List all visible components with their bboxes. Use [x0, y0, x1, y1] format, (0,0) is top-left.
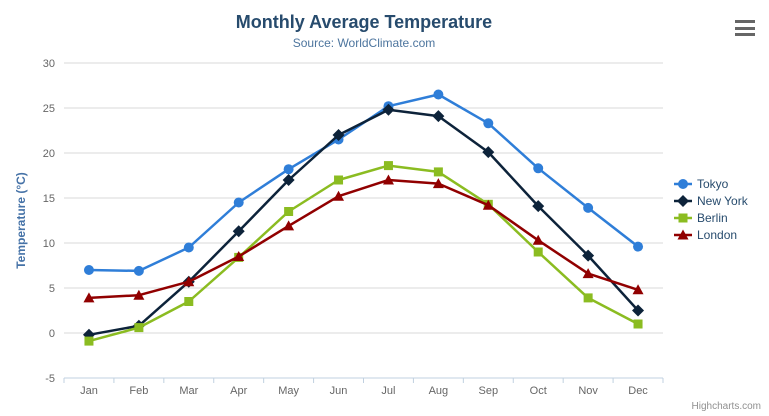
data-point-london-aug[interactable] — [432, 178, 444, 189]
credits-link[interactable]: Highcharts.com — [691, 401, 761, 412]
data-point-new-york-may[interactable] — [282, 174, 295, 186]
data-point-tokyo-mar[interactable] — [183, 242, 194, 253]
data-point-london-jan[interactable] — [83, 292, 95, 303]
data-point-new-york-apr[interactable] — [232, 225, 245, 238]
x-tick-label: Feb — [129, 385, 148, 397]
legend-item-tokyo[interactable]: Tokyo — [674, 177, 748, 191]
legend-label-new-york: New York — [697, 194, 748, 208]
legend-marker-tokyo — [678, 179, 688, 189]
data-point-berlin-dec[interactable] — [633, 319, 643, 329]
data-point-berlin-jul[interactable] — [383, 161, 393, 171]
x-tick-label: Sep — [479, 385, 499, 397]
data-point-tokyo-nov[interactable] — [583, 202, 594, 213]
data-point-berlin-oct[interactable] — [533, 247, 543, 257]
data-point-tokyo-dec[interactable] — [633, 241, 644, 252]
x-tick-label: Jul — [381, 385, 395, 397]
x-tick-label: Jan — [80, 385, 98, 397]
data-point-london-feb[interactable] — [133, 289, 145, 300]
data-point-berlin-aug[interactable] — [433, 167, 443, 177]
x-tick-label: Mar — [179, 385, 198, 397]
data-point-tokyo-feb[interactable] — [133, 265, 144, 276]
x-tick-label: Apr — [230, 385, 247, 397]
data-point-berlin-jun[interactable] — [334, 175, 344, 185]
data-point-berlin-jan[interactable] — [84, 336, 94, 346]
data-point-london-nov[interactable] — [582, 268, 594, 279]
x-tick-label: Aug — [429, 385, 449, 397]
legend-item-berlin[interactable]: Berlin — [674, 211, 748, 225]
legend-item-new-york[interactable]: New York — [674, 194, 748, 208]
legend-label-tokyo: Tokyo — [697, 177, 729, 191]
x-tick-label: May — [278, 385, 299, 397]
y-tick-label: 20 — [43, 148, 55, 160]
y-tick-label: 0 — [49, 328, 55, 340]
data-point-berlin-mar[interactable] — [184, 297, 194, 306]
y-axis-title: Temperature (°C) — [14, 172, 28, 269]
export-menu-button[interactable] — [733, 18, 757, 38]
data-point-tokyo-may[interactable] — [283, 164, 294, 175]
data-point-tokyo-aug[interactable] — [433, 89, 444, 100]
legend-symbol-tokyo — [674, 179, 692, 189]
data-point-tokyo-apr[interactable] — [233, 197, 244, 208]
data-point-london-mar[interactable] — [183, 276, 195, 287]
legend-symbol-new-york — [674, 195, 692, 207]
hamburger-icon — [735, 20, 755, 23]
data-point-london-jul[interactable] — [382, 174, 394, 185]
data-point-new-york-aug[interactable] — [432, 110, 445, 123]
y-tick-label: 5 — [49, 283, 55, 295]
hamburger-icon — [735, 33, 755, 36]
data-point-new-york-jul[interactable] — [382, 103, 395, 116]
data-point-tokyo-sep[interactable] — [483, 118, 494, 129]
data-point-tokyo-jan[interactable] — [83, 265, 94, 275]
legend-marker-berlin — [678, 213, 688, 223]
legend-label-berlin: Berlin — [697, 211, 728, 225]
y-tick-label: 25 — [43, 103, 55, 115]
y-tick-label: 30 — [43, 58, 55, 70]
series-line-new-york — [88, 108, 639, 337]
data-point-london-jun[interactable] — [333, 190, 345, 201]
legend: Tokyo New York Berlin London — [674, 177, 748, 242]
legend-symbol-london — [674, 229, 692, 240]
x-tick-label: Nov — [578, 385, 598, 397]
data-point-london-oct[interactable] — [532, 234, 544, 245]
data-point-berlin-feb[interactable] — [134, 323, 144, 333]
x-tick-label: Oct — [530, 385, 547, 397]
legend-label-london: London — [697, 228, 738, 242]
chart-title: Monthly Average Temperature — [235, 12, 493, 32]
y-tick-label: 10 — [43, 238, 55, 250]
data-point-london-sep[interactable] — [482, 199, 494, 210]
data-point-new-york-jun[interactable] — [332, 129, 345, 141]
data-point-london-dec[interactable] — [632, 284, 644, 295]
series-line-tokyo — [88, 93, 639, 273]
data-point-new-york-dec[interactable] — [632, 304, 645, 317]
x-tick-label: Jun — [330, 385, 348, 397]
legend-symbol-berlin — [674, 213, 692, 223]
data-point-berlin-nov[interactable] — [583, 293, 593, 303]
data-point-berlin-may[interactable] — [284, 207, 294, 216]
y-tick-label: 15 — [43, 193, 55, 205]
data-point-london-apr[interactable] — [233, 251, 245, 261]
data-point-new-york-sep[interactable] — [482, 146, 495, 159]
legend-item-london[interactable]: London — [674, 228, 748, 242]
chart-subtitle: Source: WorldClimate.com — [292, 36, 436, 50]
data-point-new-york-oct[interactable] — [532, 200, 545, 213]
x-tick-label: Dec — [628, 385, 648, 397]
legend-marker-new-york — [677, 195, 689, 207]
series-line-berlin — [88, 164, 639, 343]
y-tick-label: -5 — [45, 373, 55, 385]
legend-marker-london — [677, 229, 689, 240]
data-point-tokyo-oct[interactable] — [533, 163, 544, 174]
series-line-london — [88, 178, 639, 300]
data-point-new-york-nov[interactable] — [582, 249, 595, 262]
hamburger-icon — [735, 26, 755, 30]
data-point-london-may[interactable] — [283, 220, 295, 231]
